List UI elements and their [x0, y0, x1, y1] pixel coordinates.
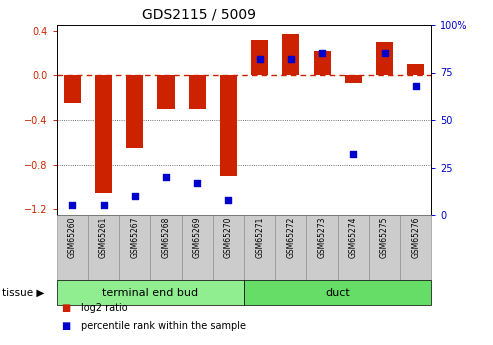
- Bar: [314, 51, 331, 75]
- Point: [412, 83, 420, 89]
- Point: [318, 51, 326, 56]
- Point: [287, 57, 295, 62]
- Point: [350, 151, 357, 157]
- Bar: [126, 75, 143, 148]
- Bar: [345, 75, 362, 83]
- Text: GSM65273: GSM65273: [317, 217, 326, 258]
- Bar: [407, 64, 424, 75]
- Bar: [376, 42, 393, 75]
- Text: GSM65268: GSM65268: [162, 217, 171, 258]
- Text: GDS2115 / 5009: GDS2115 / 5009: [142, 8, 256, 21]
- Text: GSM65271: GSM65271: [255, 217, 264, 258]
- Point: [100, 203, 107, 208]
- Bar: [220, 75, 237, 176]
- Bar: [157, 75, 175, 109]
- Text: ■: ■: [62, 304, 71, 314]
- Text: terminal end bud: terminal end bud: [103, 287, 198, 297]
- Text: log2 ratio: log2 ratio: [81, 304, 128, 314]
- Text: GSM65275: GSM65275: [380, 217, 389, 258]
- Text: percentile rank within the sample: percentile rank within the sample: [81, 322, 246, 332]
- Point: [131, 193, 139, 199]
- Bar: [64, 75, 81, 103]
- Text: GSM65274: GSM65274: [349, 217, 358, 258]
- Point: [224, 197, 232, 203]
- Bar: [282, 34, 299, 75]
- Text: GSM65269: GSM65269: [193, 217, 202, 258]
- Text: GSM65267: GSM65267: [130, 217, 139, 258]
- Text: ■: ■: [62, 322, 71, 332]
- Text: GSM65270: GSM65270: [224, 217, 233, 258]
- Text: GSM65276: GSM65276: [411, 217, 420, 258]
- Text: GSM65261: GSM65261: [99, 217, 108, 258]
- Text: tissue ▶: tissue ▶: [2, 287, 45, 297]
- Bar: [251, 40, 268, 75]
- Bar: [95, 75, 112, 193]
- Point: [381, 51, 388, 56]
- Text: duct: duct: [325, 287, 350, 297]
- Point: [256, 57, 264, 62]
- Text: GSM65260: GSM65260: [68, 217, 77, 258]
- Text: GSM65272: GSM65272: [286, 217, 295, 258]
- Point: [193, 180, 201, 186]
- Point: [69, 203, 76, 208]
- Point: [162, 174, 170, 180]
- Bar: [189, 75, 206, 109]
